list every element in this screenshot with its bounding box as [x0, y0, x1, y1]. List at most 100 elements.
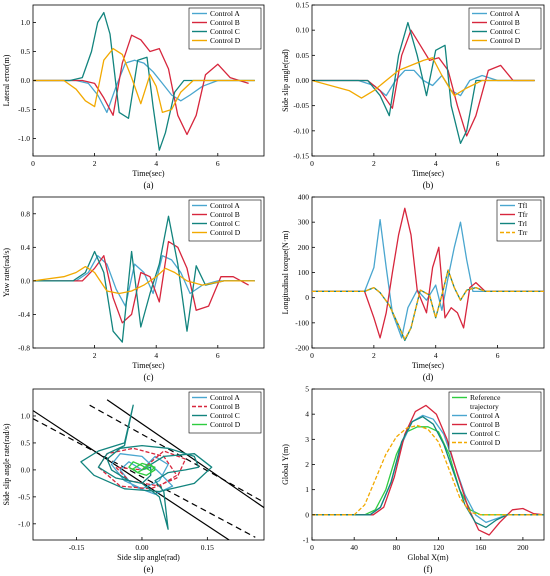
- x-tick-label: 0.15: [201, 543, 214, 552]
- legend-label: Control B: [210, 210, 240, 219]
- y-axis-label: Lateral error(m): [2, 54, 11, 106]
- x-tick-label: 2: [372, 351, 376, 360]
- x-axis-label: Global X(m): [407, 553, 448, 562]
- y-tick-label: 0.05: [296, 51, 309, 60]
- legend-label: Reference trajectory: [470, 393, 501, 411]
- legend-label: Control C: [210, 27, 240, 36]
- y-tick-label: -0.05: [293, 101, 309, 110]
- x-axis-label: Time(sec): [132, 361, 164, 370]
- y-tick-label: 0: [305, 510, 309, 519]
- y-tick-label: 0.0: [21, 276, 31, 285]
- chart-panel-e: -0.15 0.00 0.15 -1.0 -0.5 0.0 0.5 1.0 Side slip …: [2, 388, 265, 574]
- chart-panel-a: 0 2 4 6 -1.0 -0.5 0.0 0.5 1.0 Time(sec) Lateral er…: [2, 4, 265, 190]
- panel-label: (e): [144, 564, 154, 574]
- panel-label: (c): [144, 372, 154, 382]
- panel-label: (b): [423, 180, 434, 190]
- y-tick-label: -1.0: [18, 134, 30, 143]
- series-line-trr: [312, 269, 544, 340]
- series-line-control-c: [33, 215, 255, 343]
- x-tick-label: 2: [93, 351, 97, 360]
- y-tick-label: 400: [298, 193, 310, 202]
- series-line-control-d: [33, 47, 255, 114]
- series-line-control-d: [33, 265, 255, 295]
- panel-label: (d): [423, 372, 434, 382]
- chart-panel-d: 0 2 4 6 -200 -100 0 100 200 300 400 Time(sec) Longit…: [281, 193, 545, 382]
- y-axis-label: Side slip angle rate(rad/s): [2, 423, 11, 505]
- legend-label: Control D: [210, 36, 241, 45]
- chart-panel-b: 0 2 4 6 -0.15 -0.10 -0.05 0.00 0.05 0.10 0.15 Time(…: [281, 1, 545, 190]
- y-tick-label: 0.10: [296, 26, 309, 35]
- series-line-control-b: [33, 34, 249, 136]
- legend-label: Control A: [210, 9, 240, 18]
- x-tick-label: 80: [393, 543, 401, 552]
- x-tick-label: 120: [433, 543, 445, 552]
- y-axis-label: Global Y(m): [281, 444, 290, 485]
- x-tick-label: 0: [310, 159, 314, 168]
- y-tick-label: 0.0: [21, 465, 31, 474]
- stability-boundary-3: [33, 418, 256, 538]
- legend-label: Trl: [518, 219, 527, 228]
- y-tick-label: -100: [295, 318, 309, 327]
- plot-area: [33, 11, 255, 151]
- y-tick-label: 1: [305, 485, 309, 494]
- y-tick-label: 0.00: [296, 76, 309, 85]
- stability-boundary-4: [89, 404, 264, 503]
- y-tick-label: 1.0: [21, 18, 31, 27]
- legend-label: Trr: [518, 228, 528, 237]
- y-axis-label: Side slip angle(rad): [281, 49, 290, 112]
- legend-label: Control B: [490, 18, 520, 27]
- series-line-control-d: [312, 424, 544, 516]
- legend-label: Control B: [210, 402, 240, 411]
- x-tick-label: 40: [350, 543, 358, 552]
- legend-label: Control A: [210, 201, 240, 210]
- y-tick-label: 0: [305, 293, 309, 302]
- series-line-tfr: [312, 207, 544, 339]
- legend-label: Tfl: [518, 201, 527, 210]
- legend-label: Control C: [490, 27, 520, 36]
- legend-label: Control C: [470, 429, 500, 438]
- y-tick-label: 0.5: [21, 438, 31, 447]
- series-line-control-b: [33, 240, 249, 324]
- y-tick-label: -0.15: [293, 152, 309, 161]
- x-axis-label: Time(sec): [412, 169, 444, 178]
- x-tick-label: 4: [434, 159, 438, 168]
- legend-label: Control A: [490, 9, 520, 18]
- x-tick-label: 4: [154, 351, 158, 360]
- x-tick-label: 0: [31, 159, 35, 168]
- y-tick-label: 100: [298, 268, 310, 277]
- x-tick-label: 6: [496, 351, 500, 360]
- y-tick-label: 0.15: [296, 1, 309, 10]
- y-tick-label: 0.4: [21, 243, 31, 252]
- y-tick-label: 300: [298, 218, 310, 227]
- y-tick-label: 2: [305, 460, 309, 469]
- x-axis-label: Side slip angle(rad): [117, 553, 180, 562]
- chart-panel-c: 2 4 6 -0.8 -0.4 0.0 0.4 0.8 Time(sec) Yaw rate(ra…: [2, 196, 265, 382]
- legend-label: Tfr: [518, 210, 528, 219]
- legend-label: Control B: [470, 420, 500, 429]
- y-tick-label: -0.10: [293, 126, 309, 135]
- y-tick-label: -0.5: [18, 105, 30, 114]
- plot-area: [312, 21, 535, 145]
- x-tick-label: 0: [310, 351, 314, 360]
- x-tick-label: 2: [372, 159, 376, 168]
- panel-label: (f): [424, 564, 433, 574]
- plot-area: [312, 404, 544, 536]
- y-axis-label: Longitudinal torque(N·m): [281, 230, 290, 314]
- x-tick-label: 6: [216, 159, 220, 168]
- y-tick-label: -1: [303, 536, 309, 545]
- y-tick-label: 200: [298, 243, 310, 252]
- y-tick-label: 5: [305, 385, 309, 394]
- y-tick-label: 0.5: [21, 47, 31, 56]
- legend-label: Control A: [210, 393, 240, 402]
- x-tick-label: 200: [517, 543, 529, 552]
- plot-area: [33, 399, 264, 540]
- plot-area: [33, 215, 255, 343]
- legend-label: Control D: [470, 438, 501, 447]
- y-tick-label: -0.4: [18, 310, 30, 319]
